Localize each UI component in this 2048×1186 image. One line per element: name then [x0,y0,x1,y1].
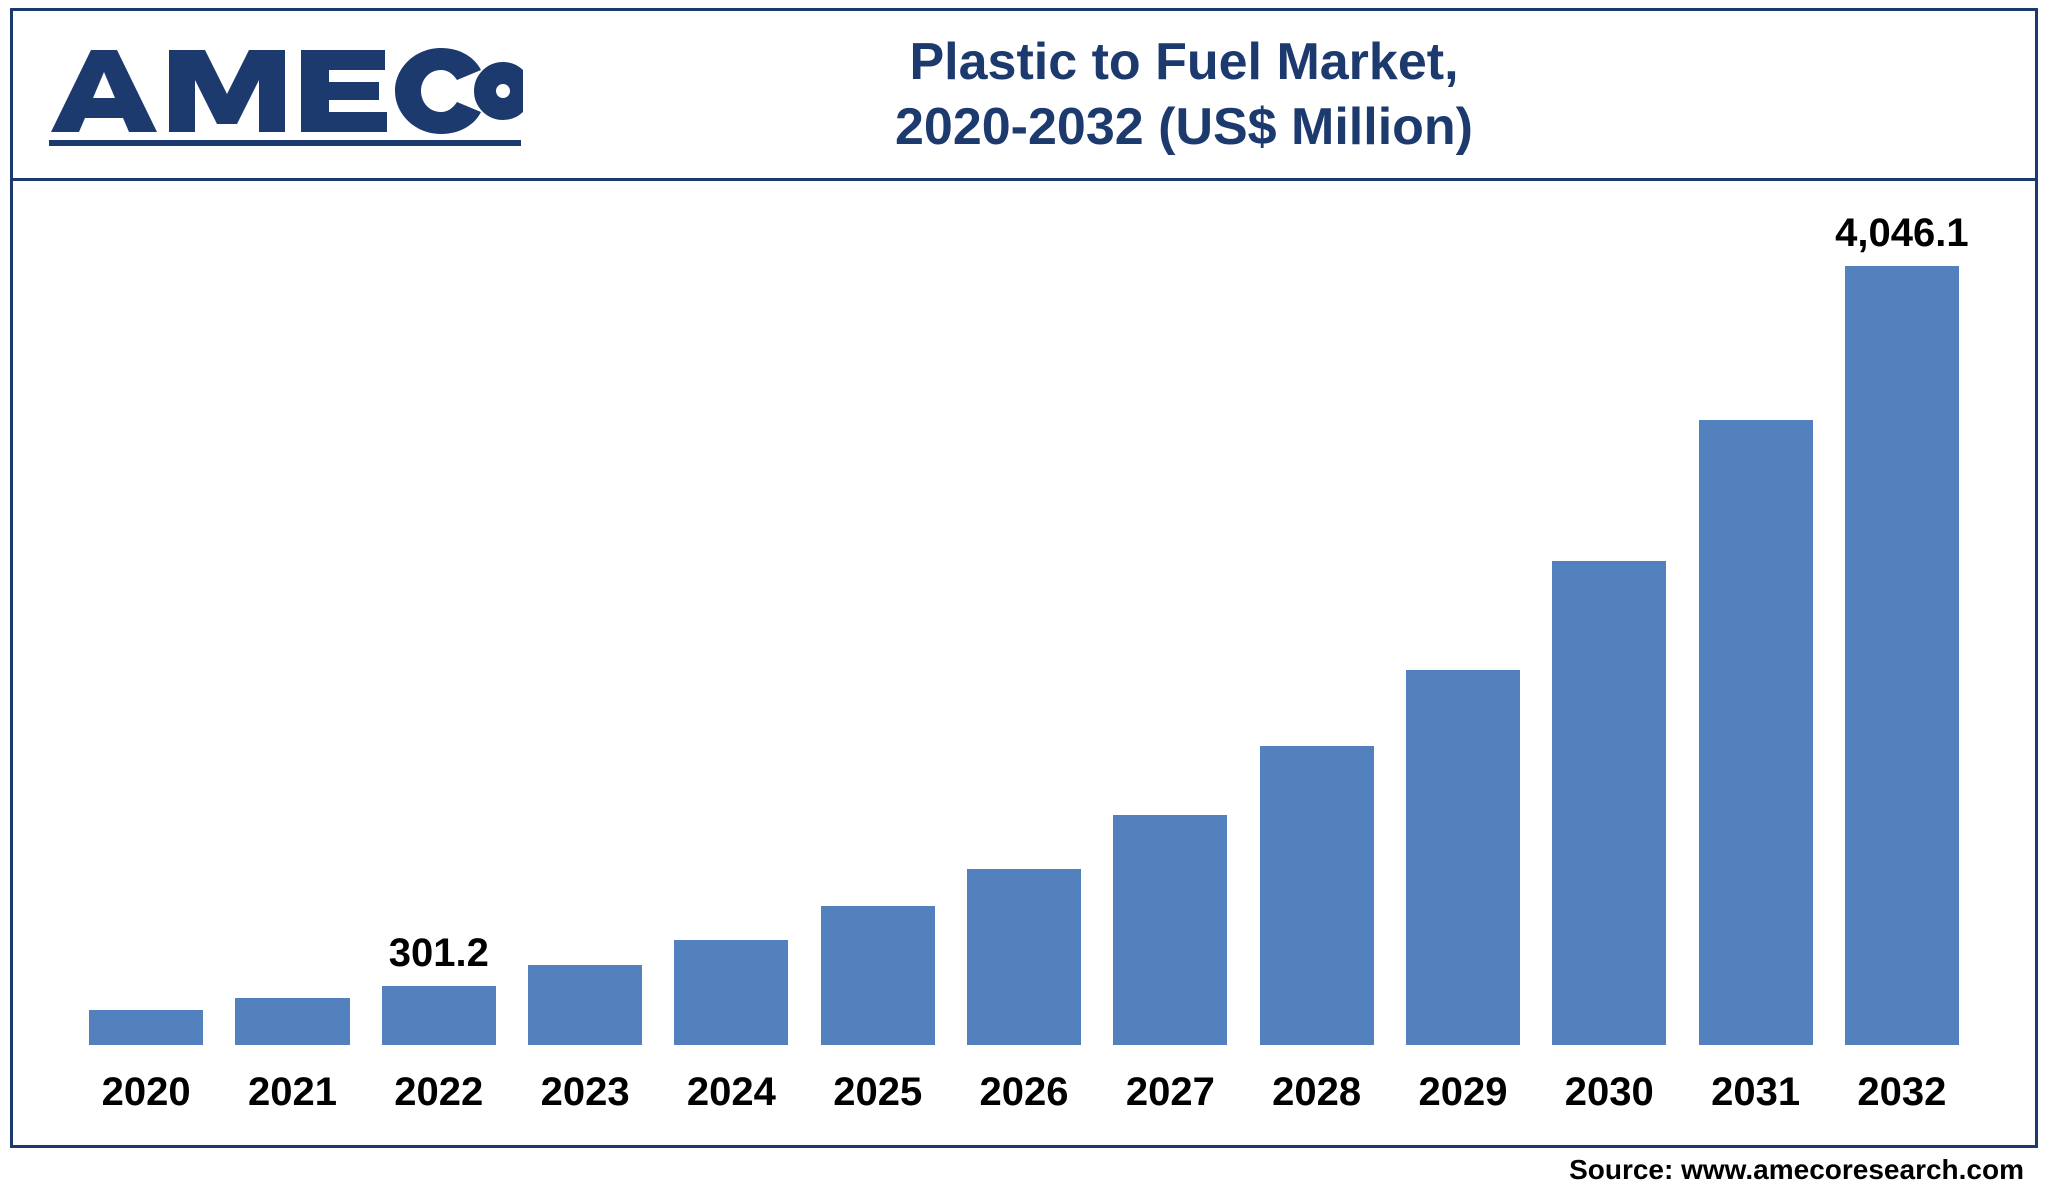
bar [967,869,1081,1045]
xaxis-label: 2020 [73,1070,219,1115]
bar [382,986,496,1045]
bar-slot [73,211,219,1045]
bar-slot [1536,211,1682,1045]
bar-slot [1390,211,1536,1045]
chart-title: Plastic to Fuel Market, 2020-2032 (US$ M… [563,30,2005,160]
xaxis-label: 2027 [1097,1070,1243,1115]
chart-area: 301.24,046.1 202020212022202320242025202… [13,181,2035,1145]
chart-frame: Plastic to Fuel Market, 2020-2032 (US$ M… [10,8,2038,1148]
xaxis-label: 2023 [512,1070,658,1115]
bar-slot [1244,211,1390,1045]
title-line-1: Plastic to Fuel Market, [563,30,1805,95]
xaxis-label: 2021 [219,1070,365,1115]
bar [1552,561,1666,1045]
xaxis-label: 2024 [658,1070,804,1115]
bar-slot [1097,211,1243,1045]
bar-slot [951,211,1097,1045]
title-line-2: 2020-2032 (US$ Million) [563,95,1805,160]
xaxis-label: 2028 [1244,1070,1390,1115]
xaxis-label: 2032 [1829,1070,1975,1115]
bar-value-label: 4,046.1 [1835,211,1968,256]
xaxis-label: 2026 [951,1070,1097,1115]
bar-slot: 301.2 [366,211,512,1045]
xaxis-label: 2030 [1536,1070,1682,1115]
bar [1113,815,1227,1045]
xaxis-label: 2025 [805,1070,951,1115]
bar-slot [512,211,658,1045]
bar [1260,746,1374,1045]
bar-slot [805,211,951,1045]
bar [1406,670,1520,1045]
bar-value-label: 301.2 [389,931,489,976]
ameco-logo-svg [43,32,523,152]
bar-slot [219,211,365,1045]
bar-slot [658,211,804,1045]
bar [674,940,788,1045]
bar-slot: 4,046.1 [1829,211,1975,1045]
xaxis-container: 2020202120222023202420252026202720282029… [73,1070,1975,1115]
logo [43,32,563,157]
bar [89,1010,203,1045]
bar [528,965,642,1045]
xaxis-label: 2029 [1390,1070,1536,1115]
bar [235,998,349,1045]
bar [1699,420,1813,1045]
source-attribution: Source: www.amecoresearch.com [10,1148,2038,1186]
xaxis-label: 2031 [1682,1070,1828,1115]
header-row: Plastic to Fuel Market, 2020-2032 (US$ M… [13,11,2035,181]
bar [1845,266,1959,1045]
bars-container: 301.2 4,046.1 [73,211,1975,1045]
bar-slot [1682,211,1828,1045]
bar [821,906,935,1045]
xaxis-label: 2022 [366,1070,512,1115]
